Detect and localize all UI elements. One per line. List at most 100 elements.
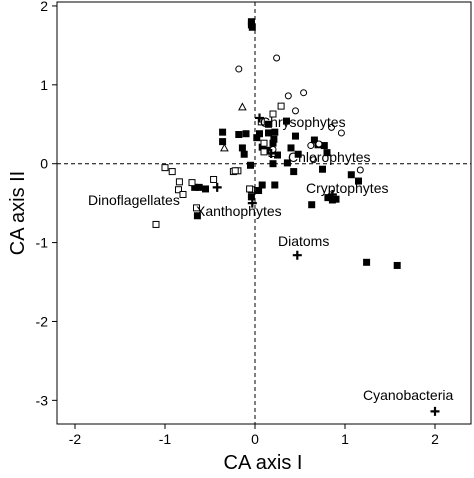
open-circle-point (307, 142, 315, 150)
open-triangle-point (220, 143, 229, 152)
filled-square-point (347, 171, 355, 179)
y-tick-label: 0 (40, 156, 48, 172)
filled-square-point (308, 201, 316, 209)
filled-square-point (242, 130, 250, 138)
filled-square-point (324, 194, 332, 202)
open-circle-point (300, 89, 308, 97)
open-square-point (193, 204, 200, 212)
centroid-marker-chlorophytes (266, 148, 276, 158)
filled-square-point (328, 196, 336, 204)
data-points (152, 18, 440, 416)
open-circle-point (328, 123, 335, 131)
filled-square-point (265, 120, 272, 128)
open-square-point (260, 148, 268, 156)
filled-square-point (274, 151, 281, 159)
filled-square-point (258, 143, 266, 151)
filled-square-point (290, 168, 298, 176)
filled-square-point (253, 134, 261, 142)
filled-square-point (255, 187, 263, 195)
group-label-xanthophytes: Xanthophytes (196, 203, 282, 219)
filled-square-point (271, 128, 279, 136)
x-tick-label: 0 (251, 431, 259, 447)
filled-square-point (283, 159, 291, 167)
filled-square-point (287, 144, 295, 152)
open-circle-point (273, 54, 281, 62)
filled-square-point (363, 258, 371, 266)
group-labels: Chrysophytes Chlorophytes Cryptophytes D… (88, 114, 453, 403)
filled-square-point (319, 165, 326, 173)
filled-square-point (258, 181, 266, 189)
filled-square-point (310, 136, 318, 144)
filled-square-point (393, 261, 401, 269)
filled-square-point (292, 132, 299, 140)
filled-square-point (332, 195, 340, 203)
x-tick-label: 2 (431, 431, 439, 447)
open-circle-point (356, 166, 364, 174)
plot-frame (56, 1, 472, 425)
open-square-point (269, 110, 277, 118)
y-axis-title: CA axis II (7, 171, 29, 255)
filled-square-point (195, 183, 203, 191)
open-square-point (152, 220, 160, 228)
filled-square-point (191, 183, 199, 191)
centroid-marker-xanthophytes (247, 198, 257, 208)
open-square-point (161, 164, 169, 172)
centroid-marker-chrysophytes (255, 113, 264, 123)
filled-square-point (235, 131, 243, 139)
open-square-point (260, 139, 268, 147)
group-label-cyanobacteria: Cyanobacteria (363, 387, 453, 403)
centroid-marker-diatoms (292, 250, 302, 260)
filled-square-point (264, 146, 272, 154)
filled-square-point (238, 144, 246, 152)
filled-square-point (248, 23, 256, 31)
open-triangle-point (238, 102, 247, 111)
filled-square-point (320, 142, 328, 150)
y-tick-label: -3 (36, 392, 49, 408)
filled-square-point (271, 181, 279, 189)
y-tick-label: 2 (40, 0, 48, 14)
open-square-point (179, 190, 187, 198)
filled-square-point (355, 177, 362, 185)
group-label-chrysophytes: Chrysophytes (260, 114, 346, 130)
y-tick-label: -1 (36, 235, 49, 251)
filled-square-point (323, 149, 331, 157)
open-circle-point (235, 65, 243, 73)
group-label-diatoms: Diatoms (278, 233, 329, 249)
y-tick-label: -2 (36, 313, 49, 329)
y-tick-label: 1 (40, 77, 48, 93)
centroid-marker-cryptophytes (327, 189, 337, 199)
open-circle-point (292, 107, 299, 115)
open-square-point (188, 179, 196, 187)
axis-ticks: -2 -1 0 1 2 -3 -2 -1 0 1 2 (36, 0, 440, 447)
open-square-point (231, 167, 239, 175)
group-label-cryptophytes: Cryptophytes (306, 180, 388, 196)
filled-square-point (240, 150, 248, 158)
open-circle-point (315, 140, 323, 148)
filled-square-point (270, 135, 278, 143)
x-tick-label: -1 (159, 431, 172, 447)
open-circle-point (284, 92, 292, 100)
filled-square-point (247, 161, 254, 169)
filled-square-point (294, 150, 302, 158)
open-square-point (246, 185, 254, 193)
filled-square-point (202, 185, 209, 193)
filled-square-point (265, 129, 272, 137)
open-circle-point (337, 129, 345, 137)
centroid-marker-dinoflagellates (212, 182, 222, 192)
group-label-dinoflagellates: Dinoflagellates (88, 192, 180, 208)
open-square-point (277, 102, 285, 110)
open-square-point (175, 186, 182, 194)
open-square-point (210, 175, 218, 183)
x-tick-label: 1 (341, 431, 349, 447)
open-square-point (175, 178, 183, 186)
open-square-point (168, 168, 176, 176)
filled-square-point (256, 130, 263, 138)
filled-square-point (269, 160, 277, 168)
filled-square-point (283, 117, 290, 125)
filled-square-point (193, 212, 201, 220)
x-tick-label: -2 (69, 431, 82, 447)
reference-lines (57, 2, 471, 424)
x-axis-title: CA axis I (224, 452, 303, 474)
filled-square-point (219, 138, 227, 146)
